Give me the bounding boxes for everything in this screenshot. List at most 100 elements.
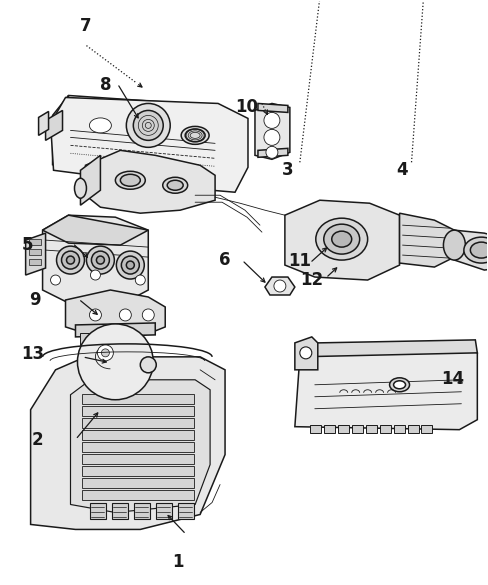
Bar — [394, 425, 405, 433]
Text: 7: 7 — [80, 17, 92, 35]
Circle shape — [97, 256, 104, 264]
Bar — [112, 504, 128, 519]
Bar — [338, 425, 349, 433]
Polygon shape — [454, 230, 488, 270]
Bar — [407, 425, 419, 433]
Ellipse shape — [115, 171, 145, 189]
Bar — [380, 425, 390, 433]
Circle shape — [142, 309, 154, 321]
Bar — [134, 504, 150, 519]
Text: 4: 4 — [396, 161, 408, 179]
Circle shape — [135, 275, 145, 285]
Circle shape — [300, 347, 312, 359]
Polygon shape — [295, 347, 477, 429]
Ellipse shape — [89, 118, 111, 133]
Polygon shape — [51, 98, 248, 192]
Text: 2: 2 — [31, 431, 43, 449]
Bar — [82, 429, 194, 440]
Polygon shape — [285, 200, 400, 280]
Bar — [29, 249, 41, 255]
Bar — [82, 394, 194, 404]
Bar — [352, 425, 363, 433]
Circle shape — [90, 270, 101, 280]
Polygon shape — [26, 233, 45, 275]
Polygon shape — [70, 380, 210, 512]
Polygon shape — [85, 150, 215, 213]
Circle shape — [126, 104, 170, 147]
Circle shape — [126, 261, 134, 269]
Ellipse shape — [470, 242, 488, 258]
Polygon shape — [42, 215, 148, 245]
Text: 9: 9 — [29, 291, 41, 308]
Ellipse shape — [181, 126, 209, 144]
Polygon shape — [53, 95, 68, 166]
Bar — [82, 490, 194, 500]
Text: 14: 14 — [442, 370, 465, 388]
Circle shape — [61, 251, 80, 269]
Circle shape — [133, 111, 163, 140]
Bar — [90, 504, 106, 519]
Polygon shape — [39, 111, 49, 135]
Text: 8: 8 — [100, 76, 111, 94]
Bar — [156, 504, 172, 519]
Circle shape — [120, 309, 131, 321]
Ellipse shape — [464, 237, 488, 263]
Polygon shape — [295, 337, 318, 370]
Polygon shape — [265, 277, 295, 295]
Bar — [82, 453, 194, 463]
Bar — [82, 442, 194, 452]
Polygon shape — [65, 290, 165, 337]
Circle shape — [66, 256, 75, 264]
Text: 11: 11 — [288, 252, 311, 270]
Circle shape — [274, 280, 286, 292]
Ellipse shape — [389, 378, 409, 392]
Circle shape — [98, 345, 113, 361]
Ellipse shape — [167, 180, 183, 190]
Ellipse shape — [316, 218, 367, 260]
Bar — [82, 406, 194, 416]
Polygon shape — [42, 215, 148, 305]
Ellipse shape — [444, 230, 466, 260]
Bar — [96, 333, 104, 345]
Circle shape — [51, 275, 61, 285]
Ellipse shape — [324, 224, 360, 254]
Bar — [366, 425, 377, 433]
Circle shape — [57, 246, 84, 274]
Text: 12: 12 — [301, 271, 324, 288]
Bar — [110, 333, 120, 345]
Text: 5: 5 — [21, 236, 33, 254]
Bar — [310, 425, 321, 433]
Polygon shape — [81, 156, 101, 205]
Circle shape — [91, 251, 109, 269]
Ellipse shape — [163, 177, 188, 193]
Bar — [125, 333, 134, 345]
Bar — [148, 360, 166, 370]
Polygon shape — [76, 323, 155, 337]
Ellipse shape — [121, 174, 140, 186]
Polygon shape — [53, 95, 245, 190]
Ellipse shape — [75, 178, 86, 198]
Text: 6: 6 — [219, 251, 230, 269]
Polygon shape — [258, 104, 288, 112]
Polygon shape — [31, 357, 225, 529]
Circle shape — [264, 129, 280, 145]
Bar — [29, 259, 41, 265]
Polygon shape — [45, 111, 62, 140]
Circle shape — [264, 112, 280, 128]
Polygon shape — [300, 340, 477, 357]
Bar — [82, 477, 194, 487]
Circle shape — [89, 309, 102, 321]
Circle shape — [266, 146, 278, 159]
Circle shape — [140, 357, 156, 373]
Polygon shape — [258, 149, 288, 157]
Text: 13: 13 — [21, 345, 44, 363]
Polygon shape — [400, 213, 454, 267]
Ellipse shape — [332, 231, 352, 247]
Bar — [422, 425, 432, 433]
Bar — [29, 239, 41, 245]
Ellipse shape — [185, 129, 205, 142]
Circle shape — [102, 349, 109, 357]
Polygon shape — [255, 104, 290, 159]
Ellipse shape — [394, 381, 406, 389]
Bar — [324, 425, 335, 433]
